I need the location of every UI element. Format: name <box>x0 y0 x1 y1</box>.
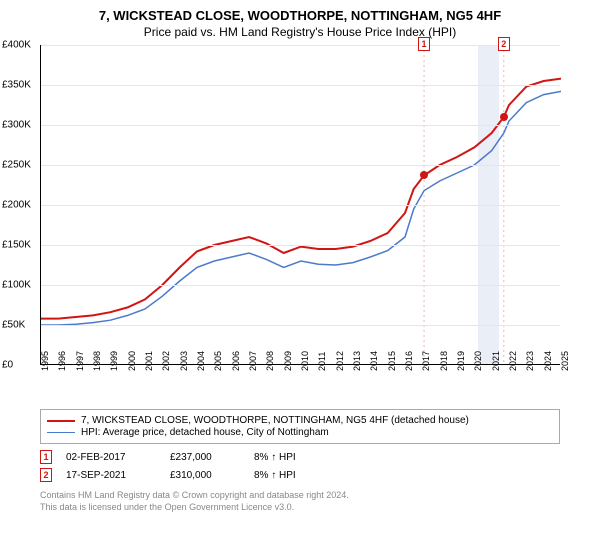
sales-row-date: 02-FEB-2017 <box>66 452 156 463</box>
y-axis-tick-label: £100K <box>2 280 76 291</box>
sales-row-marker: 1 <box>40 450 52 464</box>
x-axis-tick-label: 1997 <box>75 351 85 371</box>
x-axis-tick-label: 2004 <box>196 351 206 371</box>
x-axis-tick-label: 1998 <box>92 351 102 371</box>
gridline-h <box>41 325 560 326</box>
legend-row: 7, WICKSTEAD CLOSE, WOODTHORPE, NOTTINGH… <box>47 415 553 426</box>
legend-row: HPI: Average price, detached house, City… <box>47 427 553 438</box>
gridline-h <box>41 85 560 86</box>
footer-line-1: Contains HM Land Registry data © Crown c… <box>40 490 560 502</box>
sales-row-price: £237,000 <box>170 452 240 463</box>
x-axis-tick-label: 2008 <box>265 351 275 371</box>
chart-container: 7, WICKSTEAD CLOSE, WOODTHORPE, NOTTINGH… <box>0 0 600 560</box>
x-axis-tick-label: 2014 <box>369 351 379 371</box>
x-axis-tick-label: 2007 <box>248 351 258 371</box>
x-axis-tick-label: 2003 <box>179 351 189 371</box>
x-axis-tick-label: 2002 <box>161 351 171 371</box>
sales-table: 1 02-FEB-2017 £237,000 8% ↑ HPI 2 17-SEP-2021… <box>40 448 560 484</box>
series-line-price_paid <box>41 79 561 319</box>
gridline-h <box>41 245 560 246</box>
sales-row-pct: 8% ↑ HPI <box>254 470 324 481</box>
y-axis-tick-label: £300K <box>2 120 76 131</box>
x-axis-tick-label: 2013 <box>352 351 362 371</box>
sales-row-pct: 8% ↑ HPI <box>254 452 324 463</box>
legend-label: 7, WICKSTEAD CLOSE, WOODTHORPE, NOTTINGH… <box>81 415 469 426</box>
sale-flag: 2 <box>498 37 510 51</box>
legend-box: 7, WICKSTEAD CLOSE, WOODTHORPE, NOTTINGH… <box>40 409 560 444</box>
chart-subtitle: Price paid vs. HM Land Registry's House … <box>0 23 600 45</box>
x-axis-tick-label: 2001 <box>144 351 154 371</box>
legend-label: HPI: Average price, detached house, City… <box>81 427 329 438</box>
sales-row-date: 17-SEP-2021 <box>66 470 156 481</box>
gridline-h <box>41 125 560 126</box>
x-axis-tick-label: 2022 <box>508 351 518 371</box>
x-axis-tick-label: 2024 <box>543 351 553 371</box>
legend-swatch <box>47 432 75 434</box>
x-axis-tick-label: 2010 <box>300 351 310 371</box>
y-axis-tick-label: £50K <box>2 320 76 331</box>
sale-dot <box>420 171 428 179</box>
footer-attribution: Contains HM Land Registry data © Crown c… <box>40 490 560 513</box>
x-axis-tick-label: 1996 <box>57 351 67 371</box>
sales-row: 2 17-SEP-2021 £310,000 8% ↑ HPI <box>40 466 560 484</box>
sales-row-marker: 2 <box>40 468 52 482</box>
x-axis-tick-label: 2015 <box>387 351 397 371</box>
footer-line-2: This data is licensed under the Open Gov… <box>40 502 560 514</box>
x-axis-tick-label: 2011 <box>317 352 327 371</box>
x-axis-tick-label: 2017 <box>421 351 431 371</box>
x-axis-tick-label: 2020 <box>473 351 483 371</box>
sale-dot <box>500 113 508 121</box>
sales-row: 1 02-FEB-2017 £237,000 8% ↑ HPI <box>40 448 560 466</box>
legend-swatch <box>47 420 75 422</box>
sales-row-price: £310,000 <box>170 470 240 481</box>
y-axis-tick-label: £250K <box>2 160 76 171</box>
x-axis-tick-label: 1999 <box>109 351 119 371</box>
x-axis-tick-label: 1995 <box>40 351 50 371</box>
gridline-h <box>41 285 560 286</box>
x-axis-tick-label: 2005 <box>213 351 223 371</box>
gridline-h <box>41 165 560 166</box>
x-axis-tick-label: 2019 <box>456 351 466 371</box>
gridline-h <box>41 205 560 206</box>
x-axis-tick-label: 2009 <box>283 351 293 371</box>
y-axis-tick-label: £150K <box>2 240 76 251</box>
series-line-hpi <box>41 91 561 325</box>
chart-title: 7, WICKSTEAD CLOSE, WOODTHORPE, NOTTINGH… <box>0 0 600 23</box>
gridline-h <box>41 45 560 46</box>
y-axis-tick-label: £350K <box>2 80 76 91</box>
plot-region: 12 <box>40 45 560 365</box>
y-axis-tick-label: £400K <box>2 40 76 51</box>
x-axis-tick-label: 2016 <box>404 351 414 371</box>
x-axis-tick-label: 2006 <box>231 351 241 371</box>
x-axis-tick-label: 2021 <box>491 351 501 371</box>
x-axis-tick-label: 2000 <box>127 351 137 371</box>
y-axis-tick-label: £200K <box>2 200 76 211</box>
x-axis-tick-label: 2018 <box>439 351 449 371</box>
x-axis-tick-label: 2023 <box>525 351 535 371</box>
sale-flag: 1 <box>418 37 430 51</box>
chart-area: 12 £0£50K£100K£150K£200K£250K£300K£350K£… <box>40 45 600 405</box>
x-axis-tick-label: 2012 <box>335 351 345 371</box>
x-axis-tick-label: 2025 <box>560 351 570 371</box>
